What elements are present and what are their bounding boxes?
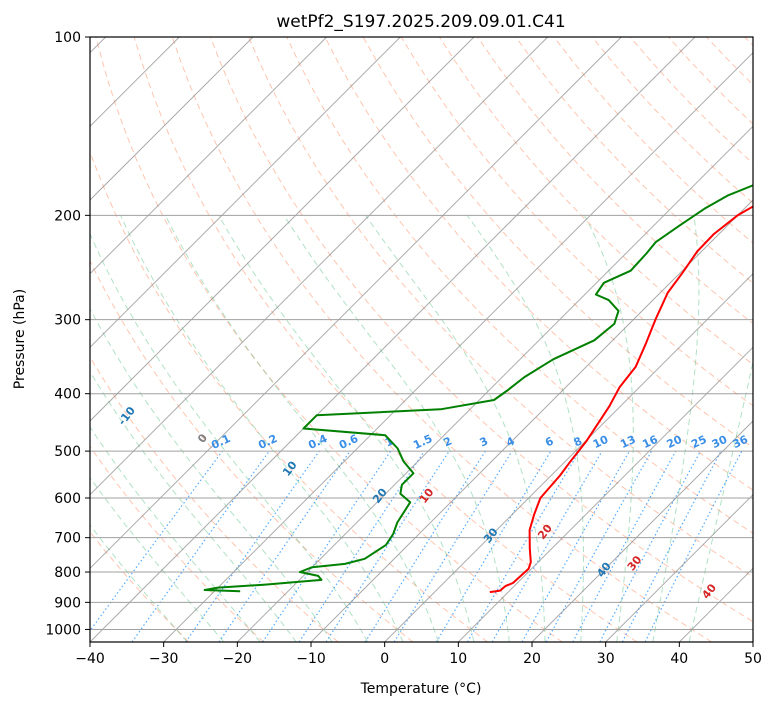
isotherm-line (90, 37, 401, 349)
mixing-ratio-label: 20 (665, 433, 685, 451)
moist-adiabat-line (652, 215, 700, 642)
moist-adiabat-line (90, 370, 297, 642)
dry-adiabat-line (90, 356, 339, 642)
isotherm-line (90, 37, 696, 642)
mixing-ratio-line (298, 450, 425, 642)
isobar-lines (90, 37, 753, 630)
dry-adiabat-line (324, 37, 753, 491)
moist-adiabat-line (466, 215, 584, 642)
mixing-ratio-line (325, 450, 450, 642)
isotherm-line (236, 125, 753, 642)
mixing-ratio-line (218, 450, 351, 642)
mixing-ratio-line (521, 450, 631, 642)
chart-title: wetPf2_S197.2025.209.09.01.C41 (276, 12, 565, 32)
mixing-ratio-line (185, 450, 320, 642)
isotherm-lines (90, 37, 753, 642)
temperature-profile-line (489, 205, 753, 594)
y-tick-label: 500 (54, 444, 81, 460)
isotherm-line (457, 346, 753, 642)
y-tick-label: 100 (54, 30, 81, 46)
isotherm-line (90, 37, 475, 422)
moist-adiabat-line (218, 215, 475, 642)
mixing-ratio-line (262, 450, 392, 642)
dry-adiabat-line (95, 37, 563, 642)
mixing-ratio-label: 25 (689, 433, 708, 451)
isotherm-line (90, 37, 254, 201)
x-tick-label: 40 (670, 651, 688, 667)
dry-adiabat-lines (90, 37, 753, 642)
x-tick-label: 20 (523, 651, 541, 667)
x-axis: −40 −30 −20 −10 0 10 20 30 40 50 (75, 642, 762, 667)
moist-adiabat-line (90, 476, 225, 642)
series-lines (203, 184, 753, 594)
dry-adiabat-line (248, 37, 753, 578)
moist-adiabat-line (90, 232, 369, 642)
plot-area: -100-90-80-70-60-50-40-30-20-10010203040… (90, 37, 753, 642)
mixing-ratio-lines (90, 450, 743, 642)
y-tick-label: 1000 (45, 622, 81, 638)
x-tick-label: 30 (597, 651, 615, 667)
dewpoint-profile-line (203, 184, 753, 593)
mixing-ratio-label: 16 (640, 433, 660, 451)
x-tick-label: 10 (449, 651, 467, 667)
x-tick-label: −30 (149, 651, 179, 667)
y-axis-title: Pressure (hPa) (12, 289, 28, 389)
dry-adiabat-line (90, 259, 414, 642)
y-tick-label: 400 (54, 387, 81, 403)
y-tick-label: 900 (54, 595, 81, 611)
mixing-ratio-label: 13 (618, 433, 637, 451)
dry-adiabat-line (133, 37, 638, 642)
isotherm-line (384, 272, 753, 642)
y-tick-label: 800 (54, 565, 81, 581)
isotherm-line (90, 37, 622, 570)
dry-adiabat-line (286, 37, 753, 534)
mixing-ratio-line (545, 450, 653, 642)
moist-adiabat-line (584, 215, 634, 642)
isotherm-line (605, 493, 753, 642)
dry-adiabat-line (171, 37, 712, 642)
dry-adiabat-line (515, 37, 753, 284)
isotherm-line (310, 199, 753, 642)
x-tick-label: −10 (296, 651, 326, 667)
isotherm-line (90, 37, 328, 275)
moist-adiabat-line (283, 215, 510, 642)
moist-adiabat-line (365, 215, 546, 642)
dry-adiabat-line (210, 37, 753, 623)
mixing-ratio-line (644, 450, 743, 642)
mixing-ratio-line (393, 450, 513, 642)
y-tick-label: 200 (54, 208, 81, 224)
x-tick-label: 0 (380, 651, 389, 667)
y-tick-label: 600 (54, 491, 81, 507)
y-axis: 100 200 300 400 500 600 700 800 900 1000 (45, 30, 90, 638)
isotherm-line (531, 420, 753, 642)
mixing-ratio-label: 36 (731, 433, 751, 451)
moist-adiabat-line (120, 215, 404, 642)
mixing-ratio-line (131, 450, 270, 642)
mixing-ratio-label: 30 (710, 433, 730, 451)
x-tick-label: 50 (744, 651, 762, 667)
dry-adiabat-line (90, 445, 264, 642)
moist-adiabat-line (90, 307, 333, 642)
plot-frame (89, 36, 754, 643)
mixing-ratio-label: 10 (591, 433, 611, 451)
isotherm-line (163, 51, 753, 642)
y-tick-label: 700 (54, 531, 81, 547)
x-tick-label: −40 (75, 651, 105, 667)
mixing-ratio-line (90, 450, 223, 632)
isotherm-line (90, 37, 549, 496)
x-tick-label: −20 (223, 651, 253, 667)
x-axis-title: Temperature (°C) (360, 681, 482, 697)
mixing-ratio-line (572, 450, 677, 642)
y-tick-label: 300 (54, 313, 81, 329)
